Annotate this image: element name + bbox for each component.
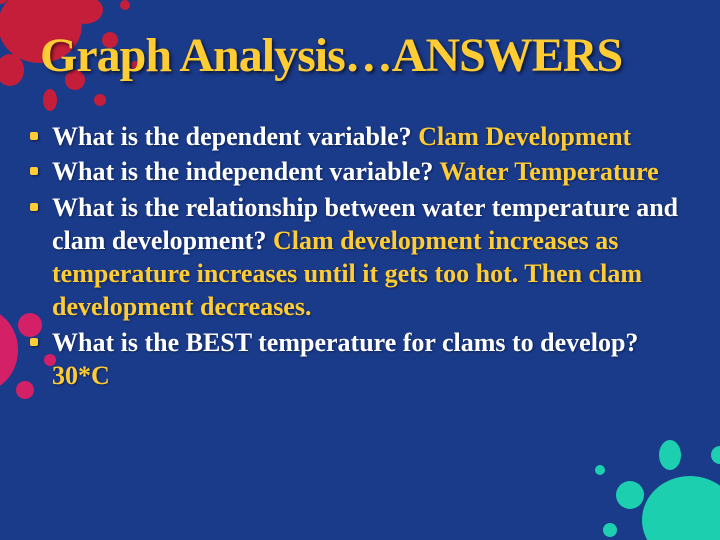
bullet-item: What is the dependent variable? Clam Dev… [30, 120, 690, 153]
question-text: What is the dependent variable? [52, 122, 418, 151]
bullet-text: What is the independent variable? Water … [52, 155, 659, 188]
answer-text: Clam Development [418, 122, 631, 151]
bullet-item: What is the independent variable? Water … [30, 155, 690, 188]
slide-title: Graph Analysis…ANSWERS [40, 28, 700, 83]
bullet-item: What is the BEST temperature for clams t… [30, 326, 690, 393]
answer-text: Water Temperature [439, 157, 658, 186]
bullet-icon [30, 338, 38, 346]
answer-text: 30*C [52, 361, 110, 390]
bullet-icon [30, 132, 38, 140]
bullet-icon [30, 203, 38, 211]
bullet-text: What is the relationship between water t… [52, 191, 690, 324]
bullet-icon [30, 167, 38, 175]
bullet-list: What is the dependent variable? Clam Dev… [30, 120, 690, 394]
question-text: What is the independent variable? [52, 157, 439, 186]
bullet-text: What is the BEST temperature for clams t… [52, 326, 690, 393]
question-text: What is the BEST temperature for clams t… [52, 328, 638, 357]
bullet-item: What is the relationship between water t… [30, 191, 690, 324]
bullet-text: What is the dependent variable? Clam Dev… [52, 120, 631, 153]
splat-teal-bottomright [570, 400, 720, 540]
